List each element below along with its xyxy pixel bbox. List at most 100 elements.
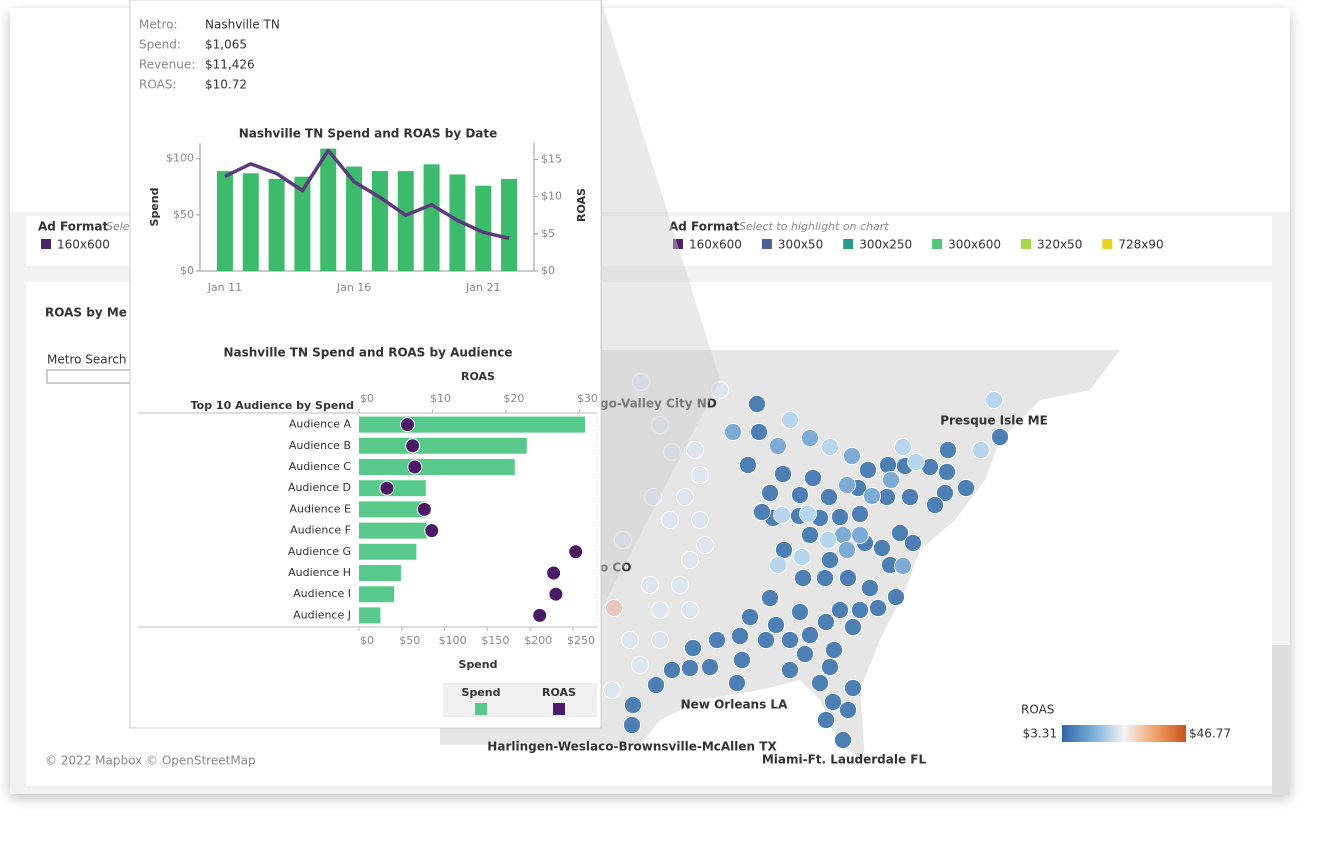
metro-dot[interactable] xyxy=(647,676,665,694)
metro-dot[interactable] xyxy=(939,441,957,459)
metro-dot[interactable] xyxy=(882,471,900,489)
metro-dot[interactable] xyxy=(661,511,679,529)
metro-dot[interactable] xyxy=(663,661,681,679)
metro-dot[interactable] xyxy=(801,526,819,544)
metro-dot[interactable] xyxy=(831,601,849,619)
search-box[interactable] xyxy=(46,369,138,384)
metro-dot[interactable] xyxy=(691,466,709,484)
metro-dot[interactable] xyxy=(691,511,709,529)
metro-dot[interactable] xyxy=(991,428,1009,446)
metro-dot[interactable] xyxy=(894,438,912,456)
metro-dot[interactable] xyxy=(774,465,792,483)
metro-dot[interactable] xyxy=(938,463,956,481)
metro-dot[interactable] xyxy=(817,711,835,729)
legend-item[interactable]: 160x600 xyxy=(57,238,110,252)
metro-dot[interactable] xyxy=(791,603,809,621)
metro-dot[interactable] xyxy=(708,631,726,649)
legend-item[interactable]: 728x90 xyxy=(1118,238,1163,252)
metro-dot[interactable] xyxy=(603,681,621,699)
metro-dot[interactable] xyxy=(901,488,919,506)
metro-dot[interactable] xyxy=(769,556,787,574)
metro-dot[interactable] xyxy=(631,656,649,674)
metro-dot[interactable] xyxy=(632,373,650,391)
metro-dot[interactable] xyxy=(644,488,662,506)
metro-dot[interactable] xyxy=(904,534,922,552)
metro-dot[interactable] xyxy=(724,423,742,441)
legend-item[interactable]: 300x50 xyxy=(778,238,823,252)
metro-dot[interactable] xyxy=(839,701,857,719)
legend-item[interactable]: 300x250 xyxy=(859,238,912,252)
metro-dot[interactable] xyxy=(651,601,669,619)
legend-item[interactable]: 300x600 xyxy=(948,238,1001,252)
metro-dot[interactable] xyxy=(878,488,896,506)
metro-dot[interactable] xyxy=(671,576,689,594)
metro-dot[interactable] xyxy=(863,487,881,505)
metro-dot[interactable] xyxy=(793,548,811,566)
metro-dot[interactable] xyxy=(859,461,877,479)
metro-dot[interactable] xyxy=(831,508,849,526)
metro-dot[interactable] xyxy=(684,639,702,657)
metro-dot[interactable] xyxy=(739,456,757,474)
metro-dot[interactable] xyxy=(879,456,897,474)
metro-dot[interactable] xyxy=(641,576,659,594)
metro-dot[interactable] xyxy=(843,447,861,465)
metro-dot[interactable] xyxy=(623,716,641,734)
metro-dot[interactable] xyxy=(733,651,751,669)
metro-dot[interactable] xyxy=(791,486,809,504)
metro-dot[interactable] xyxy=(825,641,843,659)
metro-dot[interactable] xyxy=(811,674,829,692)
metro-dot[interactable] xyxy=(757,631,775,649)
legend-item[interactable]: 320x50 xyxy=(1037,238,1082,252)
metro-dot[interactable] xyxy=(844,679,862,697)
metro-dot[interactable] xyxy=(781,631,799,649)
metro-dot[interactable] xyxy=(614,531,632,549)
metro-dot[interactable] xyxy=(701,658,719,676)
metro-dot[interactable] xyxy=(821,551,839,569)
metro-dot[interactable] xyxy=(696,536,714,554)
metro-dot[interactable] xyxy=(838,541,856,559)
metro-dot[interactable] xyxy=(985,391,1003,409)
metro-dot[interactable] xyxy=(621,631,639,649)
metro-dot[interactable] xyxy=(819,531,837,549)
metro-dot[interactable] xyxy=(838,476,856,494)
metro-dot[interactable] xyxy=(851,526,869,544)
legend-item[interactable]: 160x600 xyxy=(689,238,742,252)
metro-dot[interactable] xyxy=(753,503,771,521)
metro-dot[interactable] xyxy=(767,616,785,634)
metro-dot[interactable] xyxy=(834,526,852,544)
metro-dot[interactable] xyxy=(869,599,887,617)
metro-dot[interactable] xyxy=(728,674,746,692)
metro-dot[interactable] xyxy=(804,469,822,487)
metro-dot[interactable] xyxy=(957,479,975,497)
metro-dot[interactable] xyxy=(773,506,791,524)
metro-dot[interactable] xyxy=(605,599,623,617)
metro-dot[interactable] xyxy=(681,601,699,619)
metro-dot[interactable] xyxy=(851,601,869,619)
metro-dot[interactable] xyxy=(839,569,857,587)
metro-dot[interactable] xyxy=(851,505,869,523)
metro-dot[interactable] xyxy=(821,658,839,676)
metro-dot[interactable] xyxy=(761,589,779,607)
metro-dot[interactable] xyxy=(769,437,787,455)
metro-dot[interactable] xyxy=(651,416,669,434)
metro-dot[interactable] xyxy=(801,626,819,644)
metro-dot[interactable] xyxy=(748,395,766,413)
metro-dot[interactable] xyxy=(711,381,729,399)
metro-dot[interactable] xyxy=(624,696,642,714)
metro-dot[interactable] xyxy=(844,618,862,636)
metro-dot[interactable] xyxy=(796,645,814,663)
metro-dot[interactable] xyxy=(891,524,909,542)
metro-dot[interactable] xyxy=(894,557,912,575)
metro-dot[interactable] xyxy=(781,411,799,429)
metro-dot[interactable] xyxy=(663,443,681,461)
metro-dot[interactable] xyxy=(817,613,835,631)
metro-dot[interactable] xyxy=(873,539,891,557)
metro-dot[interactable] xyxy=(741,608,759,626)
metro-dot[interactable] xyxy=(731,627,749,645)
metro-dot[interactable] xyxy=(972,441,990,459)
metro-dot[interactable] xyxy=(824,693,842,711)
metro-dot[interactable] xyxy=(681,659,699,677)
metro-dot[interactable] xyxy=(887,588,905,606)
metro-dot[interactable] xyxy=(651,631,669,649)
metro-dot[interactable] xyxy=(926,496,944,514)
